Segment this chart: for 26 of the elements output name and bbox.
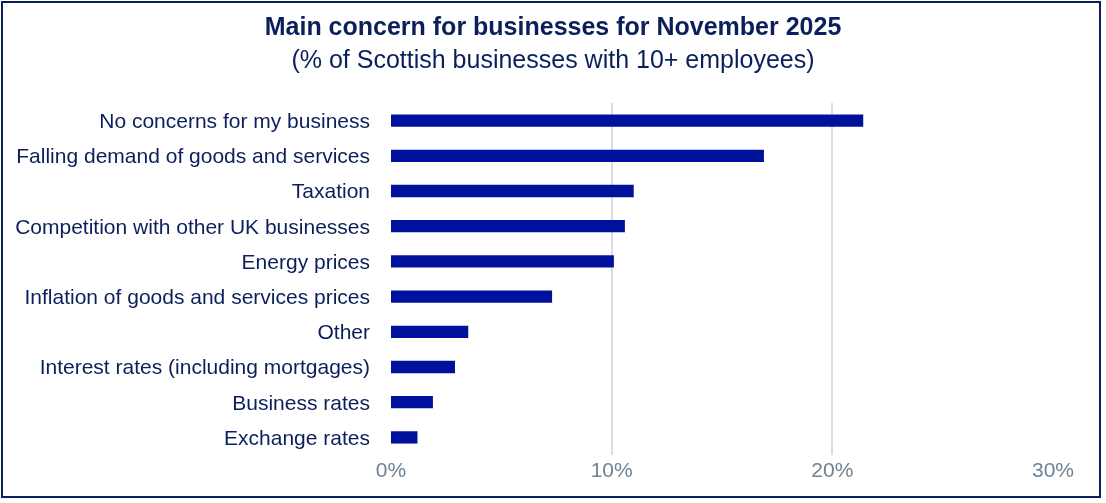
y-tick-label: Energy prices [241, 249, 370, 273]
y-tick-label: Exchange rates [224, 425, 370, 449]
y-tick-label: Taxation [291, 179, 370, 203]
bar [391, 396, 433, 409]
x-tick-label: 30% [1031, 458, 1075, 481]
y-tick-label: No concerns for my business [99, 108, 370, 132]
bar [391, 149, 764, 162]
bar [391, 220, 625, 233]
bar [391, 290, 553, 303]
bar [391, 431, 418, 444]
bar [391, 360, 455, 374]
bar [391, 184, 634, 198]
chart-subtitle: (% of Scottish businesses with 10+ employees) [291, 44, 815, 73]
y-tick-label: Other [317, 320, 370, 344]
y-tick-label: Business rates [232, 390, 370, 414]
y-tick-label: Inflation of goods and services prices [24, 284, 370, 308]
x-tick-label: 20% [811, 458, 854, 481]
y-tick-label: Competition with other UK businesses [15, 214, 370, 238]
x-tick-label: 0% [375, 458, 407, 481]
bar [391, 325, 469, 338]
x-tick-label: 10% [590, 458, 633, 481]
y-tick-label: Falling demand of goods and services [16, 144, 370, 168]
bar [391, 255, 614, 268]
y-tick-label: Interest rates (including mortgages) [39, 355, 370, 379]
chart-title: Main concern for businesses for November 2025 [264, 12, 842, 41]
bar [391, 114, 864, 127]
